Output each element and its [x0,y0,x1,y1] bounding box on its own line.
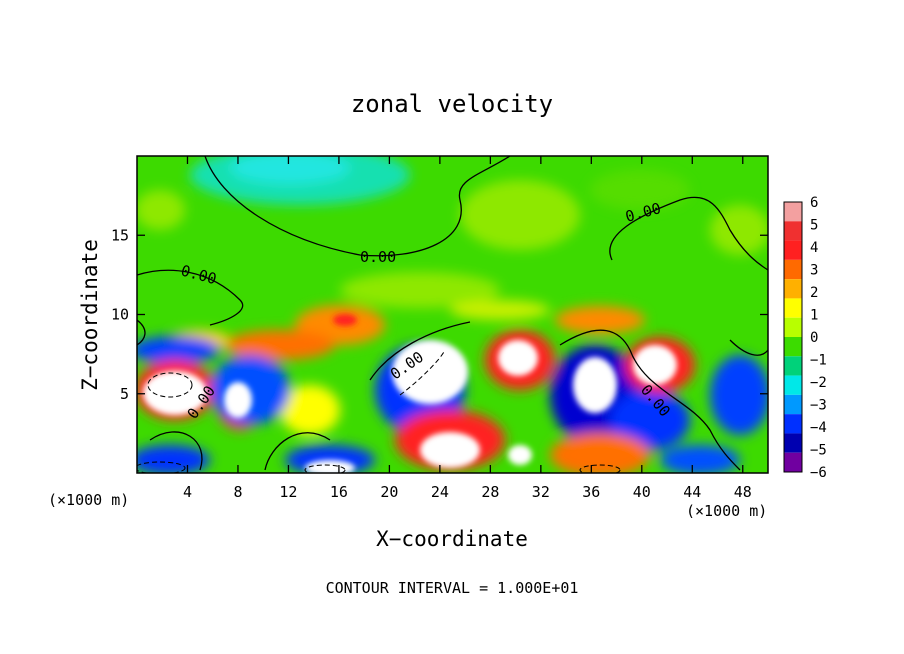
colorbar-tick-label: 0 [810,330,818,346]
x-axis: 4 8 12 16 20 24 28 32 36 40 44 48 [183,156,752,501]
x-tick-label: 12 [279,483,297,501]
colorbar-swatch [784,279,802,299]
colorbar-swatch [784,240,802,260]
colorbar-swatch [784,414,802,434]
x-unit-right: (×1000 m) [686,502,767,520]
colorbar-swatch [784,356,802,376]
colorbar-swatch [784,433,802,453]
x-tick-label: 44 [683,483,701,501]
contour-interval-note: CONTOUR INTERVAL = 1.000E+01 [326,579,579,597]
colorbar-tick-label: 4 [810,240,818,256]
colorbar-swatch [784,452,802,472]
contour-label: 0.00 [360,248,396,266]
colorbar-swatch [784,375,802,395]
colorbar-tick-label: 2 [810,285,818,301]
colorbar-tick-label: 3 [810,263,818,279]
x-tick-label: 32 [532,483,550,501]
x-axis-label: X−coordinate [376,527,528,551]
x-tick-label: 48 [734,483,752,501]
y-axis: 5 10 15 [111,226,768,403]
x-tick-label: 24 [431,483,449,501]
y-tick-label: 10 [111,306,129,324]
x-tick-label: 16 [330,483,348,501]
y-axis-label: Z−coordinate [78,239,102,391]
colorbar-tick-label: 5 [810,218,818,234]
colorbar-swatch [784,337,802,357]
colorbar-tick-label: −6 [810,465,827,481]
colorbar-swatch [784,259,802,280]
y-tick-label: 5 [120,385,129,403]
colorbar-swatch [784,202,802,222]
chart-title: zonal velocity [351,90,553,118]
y-tick-label: 15 [111,226,129,244]
x-tick-label: 28 [481,483,499,501]
colorbar-swatch [784,394,802,415]
x-tick-label: 20 [380,483,398,501]
contour-lines [137,156,768,471]
x-tick-label: 40 [633,483,651,501]
colorbar-tick-label: −5 [810,443,827,459]
colorbar-frame [783,201,803,473]
colorbar-tick-label: −2 [810,375,827,391]
colorbar-swatch [784,317,802,337]
x-tick-label: 4 [183,483,192,501]
colorbar-tick-label: −3 [810,398,827,414]
x-tick-label: 36 [582,483,600,501]
colorbar-tick-label: −1 [810,353,827,369]
colorbar-swatch [784,221,802,241]
x-unit-left: (×1000 m) [48,491,129,509]
colorbar-swatch [784,298,802,318]
colorbar: 6 5 4 3 2 1 0 −1 −2 −3 −4 −5 −6 [783,195,827,481]
x-tick-label: 8 [233,483,242,501]
colorbar-tick-label: 1 [810,308,818,324]
heatmap-field [137,156,768,473]
colorbar-tick-label: 6 [810,195,818,211]
colorbar-tick-label: −4 [810,420,827,436]
